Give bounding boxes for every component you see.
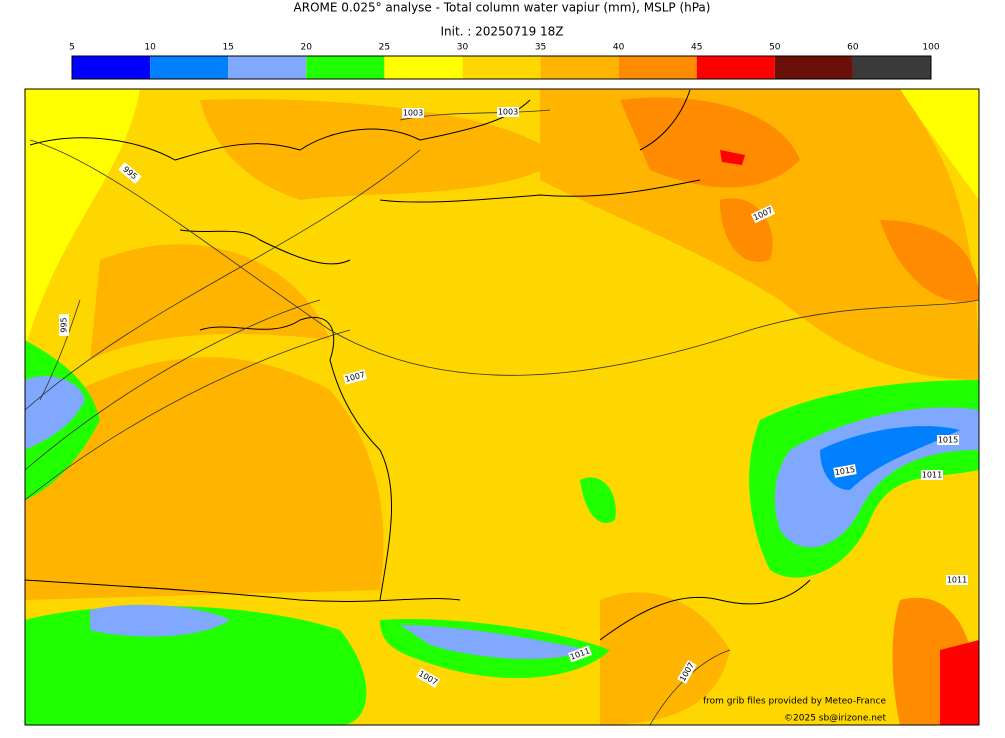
contour-label-bg [937,435,959,445]
field-yellow [25,89,140,350]
colorbar-tick-label: 25 [379,43,390,53]
contour-label-bg [59,314,69,336]
contour-label-text: 995 [60,317,69,332]
contour-label-bg [567,645,593,663]
colorbar-tick-label: 40 [613,43,625,53]
colorbar-segment [774,56,853,79]
field-dark-orange [880,220,979,302]
colorbar-segment [696,56,775,79]
colorbar-tick-label: 15 [222,43,233,53]
contour-label-text: 1003 [403,109,423,118]
contour-label-bg [921,470,943,480]
contour-label-bg [497,107,519,117]
map [24,88,980,726]
colorbar-tick-label: 5 [69,43,75,53]
colorbar-segment [228,56,307,79]
field-orange [600,592,730,725]
field-light-blue [90,604,230,637]
colorbar-tick-label: 45 [691,43,702,53]
contour-label-bg [343,369,367,385]
colorbar-segment [618,56,697,79]
field-light-blue [400,625,590,660]
colorbar-segment [852,56,931,79]
contour-label-bg [833,464,857,478]
colorbar-segment [150,56,229,79]
credit: from grib files provided by Meteo-France [703,697,886,707]
colorbar-tick-label: 30 [457,43,469,53]
field-green [25,606,367,725]
colorbar-frame [71,55,932,80]
map-frame [24,88,980,726]
contour-label-bg [402,108,424,118]
colorbar-segment [306,56,385,79]
colorbar: 5 10 15 20 25 30 35 40 45 50 60 100 [69,43,940,80]
colorbar-tick-label: 60 [847,43,859,53]
field-green [580,477,616,524]
colorbar-tick-label: 10 [144,43,156,53]
colorbar-segment [384,56,463,79]
contour-label: 1015 [937,435,959,445]
field-red [720,150,745,165]
field-orange [200,99,560,200]
field-light-blue [25,376,85,450]
field-orange [25,357,384,600]
colorbar-tick-label: 35 [535,43,546,53]
contour-label-bg [946,575,968,585]
map-title: AROME 0.025° analyse - Total column wate… [294,1,711,15]
contour-label: 1015 [833,464,857,478]
colorbar-tick-label: 100 [922,43,939,53]
field-red [940,640,979,725]
field-yellow [900,89,979,200]
contour-label-bg [677,659,697,685]
contour-label-text: 1015 [834,465,856,477]
contour-label-bg [118,162,142,184]
colorbar-segment [72,56,151,79]
contour-label: 1003 [402,108,424,118]
colorbar-segment [462,56,541,79]
colorbar-segment [540,56,619,79]
contour-label: 1007 [343,369,367,385]
contour-label-text: 1011 [947,576,967,585]
field-dark-orange [620,97,800,188]
contour-label-text: 1011 [922,471,942,480]
map-subtitle: Init. : 20250719 18Z [440,25,563,39]
contour-label-text: 1003 [498,108,518,117]
isobars [25,109,979,725]
colorbar-tick-label: 20 [301,43,313,53]
contour-label: 995 [59,314,69,336]
field-orange [90,244,330,360]
contour-label-text: 1015 [938,436,958,445]
credit: ©2025 sb@irizone.net [784,714,886,724]
colorbar-tick-label: 50 [769,43,781,53]
coastlines [25,89,811,641]
contour-label-bg [415,668,441,688]
contour-label: 1003 [497,107,519,117]
contour-label-bg [750,204,776,224]
contour-label: 1011 [946,575,968,585]
contour-label: 1011 [921,470,943,480]
